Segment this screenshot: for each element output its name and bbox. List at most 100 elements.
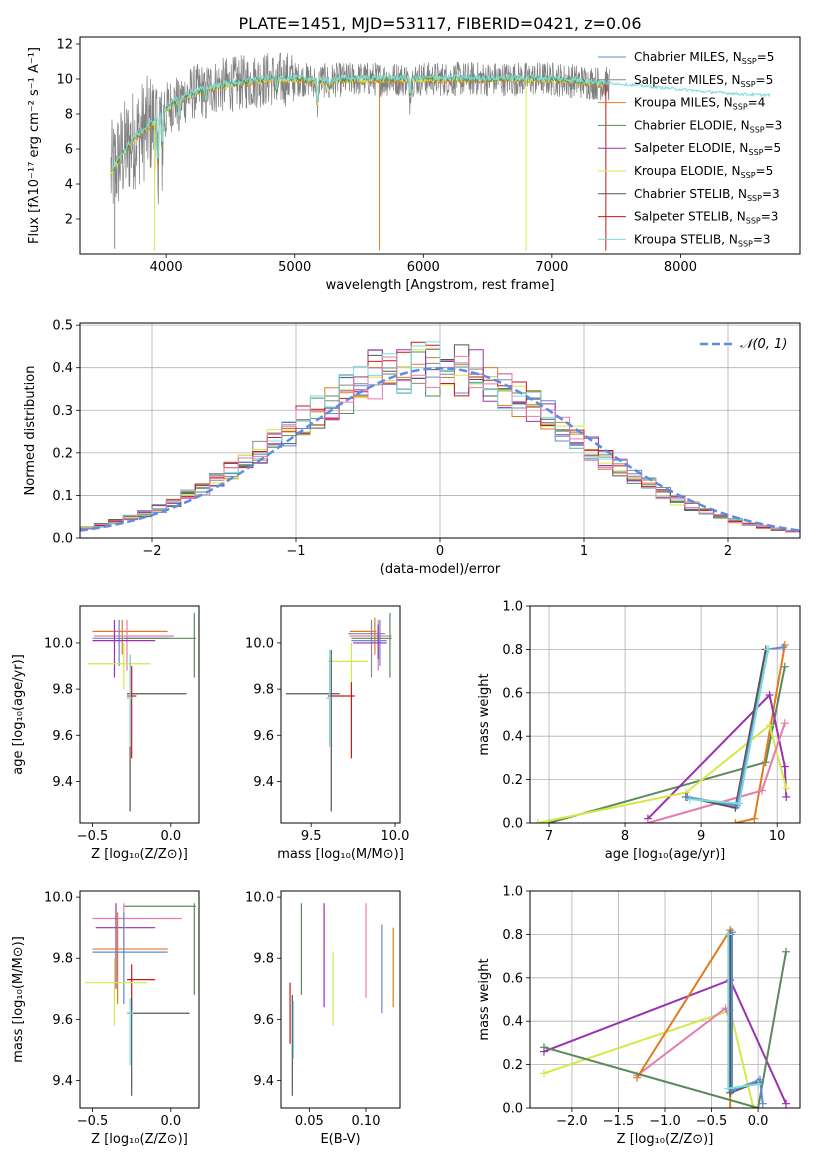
y-tick-label: 9.4 [253, 775, 274, 790]
massweight-line [636, 926, 732, 1108]
plus-marker [758, 1099, 767, 1108]
y-tick-label: 2 [65, 213, 73, 228]
plus-marker [643, 819, 652, 823]
x-tick-label: 8 [621, 829, 629, 844]
errorbar-point [126, 654, 187, 812]
x-tick-label: 0 [436, 544, 444, 559]
legend-text: Kroupa MILES, N [634, 96, 733, 110]
errorbar-point [123, 612, 196, 678]
legend-count: =5 [756, 73, 774, 87]
x-tick-label: −0.5 [77, 829, 109, 844]
x-axis-label: age [log₁₀(age/yr)] [605, 847, 726, 862]
legend-count: =5 [757, 50, 775, 64]
y-tick-label: 0.0 [502, 817, 523, 832]
errorbar-point [92, 903, 182, 959]
axes-frame [529, 890, 801, 1109]
plus-marker [764, 645, 773, 654]
plus-marker [724, 1084, 733, 1093]
errorbar-point [126, 997, 134, 1066]
y-tick-label: 9.8 [253, 952, 274, 967]
x-tick-label: 0.10 [352, 1114, 381, 1129]
errorbar-point [327, 682, 355, 759]
plus-marker [779, 643, 788, 652]
massweight-line [543, 951, 787, 1108]
legend-label: Chabrier ELODIE, NSSP=3 [634, 118, 782, 134]
plus-marker [782, 947, 791, 956]
y-tick-label: 0.6 [502, 971, 523, 986]
legend-subscript: SSP [750, 125, 765, 134]
axes-frame [280, 605, 401, 824]
x-axis-label: E(B-V) [320, 1132, 360, 1147]
y-tick-label: 9.8 [52, 683, 73, 698]
ebv-mass-panel: 0.05 0.10 9.4 9.6 9.8 10.0 E(B-V) [245, 890, 401, 1147]
legend-count: =3 [753, 232, 771, 246]
axes-frame [280, 890, 401, 1109]
legend-subscript: SSP [738, 239, 753, 248]
y-tick-label: 1.0 [502, 600, 523, 615]
y-tick-label: 0.1 [52, 489, 73, 504]
legend-label: Kroupa MILES, NSSP=4 [634, 96, 765, 112]
errorbar-point [92, 619, 156, 678]
y-tick-label: 0.2 [52, 446, 73, 461]
legend-label: Salpeter MILES, NSSP=5 [634, 73, 773, 89]
plus-marker [755, 1075, 764, 1084]
errorbar-point [326, 649, 333, 747]
figure-title: PLATE=1451, MJD=53117, FIBERID=0421, z=0… [238, 14, 641, 33]
mass-age-panel: 9.5 10.0 9.4 9.6 9.8 10.0 mass [log₁₀(M/M⊙)] [245, 605, 409, 862]
legend-text: Kroupa ELODIE, N [634, 164, 741, 178]
plot-area [289, 903, 394, 1096]
y-tick-label: 0.2 [502, 1058, 523, 1073]
y-tick-label: 0.4 [502, 730, 523, 745]
y-tick-label: 0.8 [502, 643, 523, 658]
legend-subscript: SSP [747, 194, 762, 203]
plus-marker [782, 784, 791, 793]
legend-count: =3 [762, 187, 780, 201]
x-tick-label: −1.0 [649, 1114, 681, 1129]
y-tick-label: 0.0 [502, 1102, 523, 1117]
x-tick-label: 9.5 [301, 829, 322, 844]
plus-marker [757, 786, 766, 795]
errorbar-point [92, 912, 168, 1005]
legend-subscript: SSP [733, 103, 748, 112]
x-tick-label: 5000 [278, 260, 311, 275]
axes-frame [79, 890, 200, 1109]
legend-text: Chabrier STELIB, N [634, 187, 747, 201]
legend-label: Salpeter STELIB, NSSP=3 [634, 210, 778, 226]
plot-area [533, 641, 791, 823]
axes-frame [79, 605, 200, 824]
x-tick-label: −2 [142, 544, 161, 559]
plus-marker [539, 1043, 548, 1052]
legend-label: Chabrier STELIB, NSSP=3 [634, 187, 780, 203]
histogram-step-line [80, 355, 800, 538]
y-axis-label: mass weight [477, 958, 492, 1040]
legend-label: Kroupa ELODIE, NSSP=5 [634, 164, 773, 180]
y-tick-label: 9.4 [52, 1074, 73, 1089]
plus-marker [539, 1069, 548, 1078]
plus-marker [724, 930, 733, 939]
gaussian-curve [80, 366, 800, 532]
x-tick-label: 10.0 [380, 829, 409, 844]
massweight-line [636, 1006, 732, 1077]
plus-marker [750, 814, 759, 823]
errorbar-point [126, 997, 190, 1096]
metallicity-massweight-panel: −2.0 −1.5 −1.0 −0.5 0.0 0.0 0.2 0.4 0.6 0.8 1.0 Z [… [477, 885, 801, 1147]
y-axis-label: mass weight [477, 673, 492, 755]
y-tick-label: 8 [65, 108, 73, 123]
legend-label: Kroupa STELIB, NSSP=3 [634, 232, 771, 248]
x-axis-label: wavelength [Angstrom, rest frame] [326, 278, 555, 293]
plus-marker [633, 1073, 642, 1082]
x-axis-label: mass [log₁₀(M/M⊙)] [277, 847, 404, 862]
legend-label: 𝒩(0, 1) [740, 337, 787, 352]
errorbar-point [87, 642, 151, 690]
y-tick-label: 10.0 [44, 636, 73, 651]
errorbar-point [92, 619, 168, 655]
errorbar-point [92, 619, 171, 667]
x-axis-label: Z [log₁₀(Z/Z⊙)] [91, 847, 188, 862]
y-tick-label: 0.3 [52, 404, 73, 419]
plot-area [87, 612, 196, 812]
axes-frame [79, 322, 801, 539]
legend-count: =5 [763, 141, 781, 155]
legend-count: =5 [756, 164, 774, 178]
legend-text: Kroupa STELIB, N [634, 232, 738, 246]
plus-marker [754, 1104, 763, 1108]
